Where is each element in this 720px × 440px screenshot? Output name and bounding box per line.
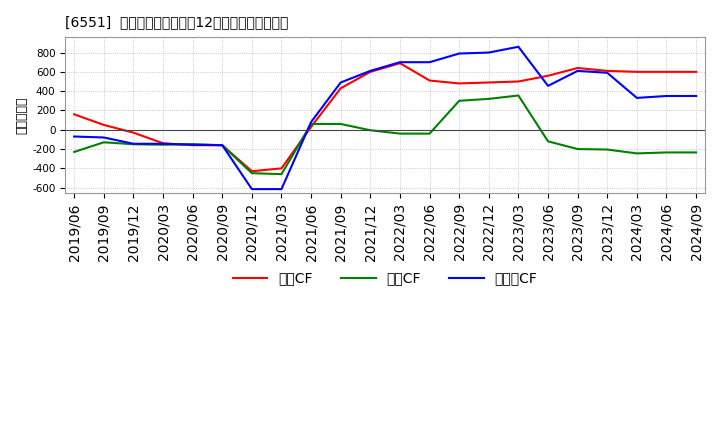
フリーCF (366, 68, 374, 73)
投賀CF (485, 96, 493, 102)
フリーCF (662, 93, 671, 99)
投賀CF (544, 139, 552, 144)
フリーCF (158, 141, 167, 147)
フリーCF (307, 119, 315, 125)
投賀CF (248, 171, 256, 176)
フリーCF (395, 59, 404, 65)
営業CF (336, 86, 345, 91)
フリーCF (633, 95, 642, 101)
投賀CF (514, 93, 523, 98)
投賀CF (366, 128, 374, 133)
投賀CF (336, 121, 345, 127)
営業CF (544, 73, 552, 78)
フリーCF (99, 135, 108, 140)
投賀CF (158, 142, 167, 147)
フリーCF (426, 59, 434, 65)
営業CF (573, 66, 582, 71)
営業CF (485, 80, 493, 85)
営業CF (395, 61, 404, 66)
投賀CF (70, 149, 78, 154)
フリーCF (70, 134, 78, 139)
投賀CF (426, 131, 434, 136)
営業CF (455, 81, 464, 86)
フリーCF (455, 51, 464, 56)
フリーCF (692, 93, 701, 99)
フリーCF (544, 83, 552, 88)
投賀CF (307, 121, 315, 127)
営業CF (426, 78, 434, 83)
営業CF (99, 122, 108, 128)
フリーCF (603, 70, 611, 75)
営業CF (70, 112, 78, 117)
投賀CF (99, 139, 108, 145)
営業CF (158, 141, 167, 146)
フリーCF (218, 143, 227, 148)
フリーCF (248, 187, 256, 192)
投賀CF (603, 147, 611, 152)
Line: 営業CF: 営業CF (74, 63, 696, 171)
フリーCF (573, 68, 582, 73)
営業CF (366, 69, 374, 74)
投賀CF (692, 150, 701, 155)
投賀CF (662, 150, 671, 155)
投賀CF (395, 131, 404, 136)
投賀CF (218, 143, 227, 148)
Line: 投賀CF: 投賀CF (74, 95, 696, 174)
投賀CF (633, 151, 642, 156)
フリーCF (129, 141, 138, 147)
営業CF (633, 69, 642, 74)
投賀CF (189, 142, 197, 147)
フリーCF (336, 80, 345, 85)
営業CF (514, 79, 523, 84)
営業CF (129, 130, 138, 135)
投賀CF (277, 172, 286, 177)
フリーCF (189, 142, 197, 147)
営業CF (248, 169, 256, 174)
営業CF (603, 68, 611, 73)
営業CF (218, 143, 227, 148)
営業CF (189, 143, 197, 148)
フリーCF (514, 44, 523, 49)
投賀CF (455, 98, 464, 103)
フリーCF (277, 187, 286, 192)
営業CF (307, 124, 315, 129)
投賀CF (573, 147, 582, 152)
フリーCF (485, 50, 493, 55)
Line: フリーCF: フリーCF (74, 47, 696, 189)
Legend: 営業CF, 投賀CF, フリーCF: 営業CF, 投賀CF, フリーCF (227, 266, 543, 291)
Text: [6551]  キャッシュフローの12か月移動合計の推移: [6551] キャッシュフローの12か月移動合計の推移 (66, 15, 289, 29)
営業CF (692, 69, 701, 74)
営業CF (662, 69, 671, 74)
営業CF (277, 166, 286, 171)
投賀CF (129, 142, 138, 147)
Y-axis label: （百万円）: （百万円） (15, 96, 28, 134)
